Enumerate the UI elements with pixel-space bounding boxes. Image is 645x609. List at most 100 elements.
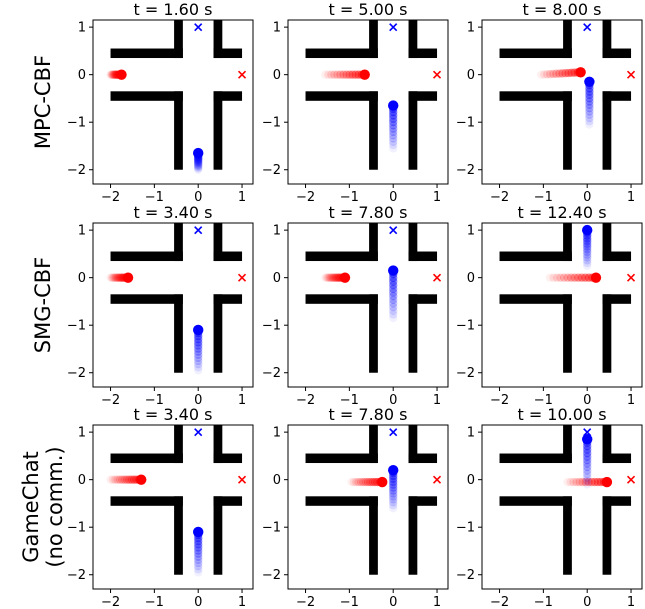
red-agent-trail-point: [106, 273, 115, 282]
x-tick-label: 0: [583, 595, 591, 609]
red-agent-trail-point: [118, 475, 127, 484]
blue-agent-trail-point: [389, 483, 398, 492]
red-agent-trail-point: [327, 70, 336, 79]
blue-agent-trail-point: [389, 299, 398, 308]
red-agent-trail-point: [333, 70, 342, 79]
blue-agent-trail-point: [583, 445, 592, 454]
blue-agent-trail-point: [389, 503, 398, 513]
red-agent-trail-point: [356, 477, 366, 487]
red-agent-trail-point: [324, 70, 333, 79]
blue-agent-trail-point: [194, 363, 203, 372]
red-agent-trail-point: [328, 273, 338, 282]
x-tick-label: 1: [627, 393, 635, 408]
blue-agent-trail-point: [389, 498, 398, 507]
axes-frame: [481, 19, 643, 185]
blue-goal-marker: [389, 428, 398, 437]
panel-4: −2 −1 0 1 1 0 −1 −2 t = 7.80 s: [262, 203, 449, 408]
red-agent-trail-point: [336, 70, 345, 79]
red-agent-trail-point: [122, 475, 132, 484]
wall-5: [213, 20, 223, 59]
wall-5: [213, 425, 223, 464]
blue-agent-trail-point: [583, 452, 592, 461]
red-agent-trail-point: [584, 477, 593, 487]
wall-6: [174, 91, 183, 170]
wall-6: [369, 496, 378, 575]
blue-agent-trail-point: [194, 156, 203, 165]
blue-agent-trail-point: [389, 486, 398, 495]
x-tick-label: −2: [490, 595, 509, 609]
wall-0: [110, 48, 183, 59]
red-agent-trail-point: [558, 69, 567, 78]
red-agent-trail-point: [109, 70, 119, 79]
x-tick-label: 1: [627, 595, 635, 609]
blue-agent-trail-point: [194, 549, 203, 558]
blue-agent-marker: [388, 100, 399, 111]
wall-0: [305, 48, 378, 59]
wall-3: [408, 294, 438, 304]
y-tick-label: −1: [67, 319, 86, 334]
axes-frame: [287, 222, 449, 388]
wall-5: [213, 223, 223, 262]
axes-frame: [287, 19, 449, 185]
blue-agent-marker: [582, 434, 593, 445]
blue-agent-trail-point: [389, 277, 398, 286]
x-tick-label: 0: [583, 190, 591, 205]
panel-3: −2 −1 0 1 1 0 −1 −2 t = 3.40 s: [67, 203, 254, 408]
x-tick-label: −2: [101, 393, 120, 408]
red-agent-trail-point: [567, 68, 576, 78]
axes-frame: [92, 424, 254, 590]
wall-5: [408, 223, 418, 262]
x-tick-label: −1: [340, 595, 359, 609]
blue-goal-marker: [389, 23, 398, 32]
red-agent-trail-point: [555, 69, 564, 78]
blue-agent-trail-point: [194, 537, 203, 546]
wall-7: [213, 496, 223, 575]
axes-frame: [92, 222, 254, 388]
wall-5: [408, 425, 418, 464]
red-agent-trail-point: [581, 477, 590, 487]
blue-agent-trail-point: [585, 87, 594, 96]
red-agent-trail-point: [563, 477, 572, 487]
blue-agent-marker: [193, 324, 204, 336]
red-goal-marker: [432, 475, 442, 484]
x-tick-label: 1: [433, 190, 441, 205]
panel-8: −2 −1 0 1 1 0 −1 −2 t = 10.00 s: [456, 405, 643, 609]
blue-goal-marker: [583, 23, 592, 32]
blue-agent-trail-point: [583, 480, 592, 489]
wall-6: [174, 496, 183, 575]
red-agent-trail-point: [330, 70, 339, 79]
wall-4: [174, 425, 183, 464]
blue-agent-trail-point: [389, 121, 398, 130]
y-tick-label: 0: [273, 473, 281, 488]
blue-goal-marker: [583, 428, 592, 437]
y-tick-label: −2: [67, 568, 86, 583]
wall-3: [408, 91, 438, 101]
wall-7: [408, 496, 418, 575]
panel-title: t = 8.00 s: [523, 0, 602, 19]
red-agent-marker: [122, 272, 134, 283]
wall-7: [408, 91, 418, 170]
red-agent-trail-point: [347, 477, 356, 487]
blue-agent-trail-point: [389, 477, 398, 487]
wall-2: [110, 91, 183, 101]
blue-agent-trail-point: [389, 480, 398, 489]
red-agent-trail-point: [331, 273, 341, 282]
red-agent-trail-point: [368, 477, 378, 487]
red-agent-trail-point: [570, 273, 579, 282]
wall-7: [602, 294, 612, 373]
wall-1: [408, 48, 438, 59]
wall-4: [369, 20, 378, 59]
y-tick-label: −1: [262, 521, 281, 536]
red-agent-trail-point: [549, 273, 558, 282]
blue-agent-trail-point: [389, 310, 398, 319]
x-tick-label: −2: [101, 190, 120, 205]
red-agent-trail-point: [587, 477, 596, 487]
red-agent-trail-point: [106, 70, 115, 79]
red-goal-marker: [626, 70, 636, 79]
wall-2: [499, 91, 572, 101]
red-agent-trail-point: [339, 70, 348, 79]
blue-agent-trail-point: [194, 159, 203, 168]
wall-1: [602, 453, 632, 464]
red-goal-marker: [237, 273, 247, 282]
blue-agent-trail-point: [585, 120, 594, 129]
